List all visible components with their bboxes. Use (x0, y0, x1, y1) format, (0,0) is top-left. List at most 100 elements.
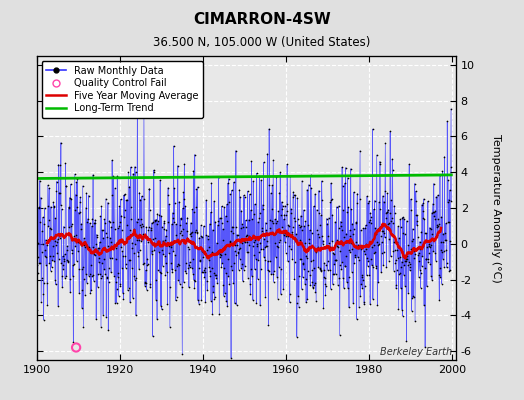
Point (139, 261, 147, 268)
Point (308, 278, 316, 285)
Point (414, 274, 423, 280)
Point (408, 238, 416, 244)
Point (325, 239, 333, 246)
Point (199, 268, 207, 275)
Point (343, 174, 352, 181)
Point (236, 225, 245, 232)
Point (361, 283, 369, 289)
Point (283, 258, 292, 264)
Point (153, 210, 161, 217)
Point (329, 270, 337, 277)
Point (345, 304, 353, 311)
Point (259, 159, 268, 166)
Point (390, 210, 399, 216)
Point (50, 258, 58, 264)
Point (320, 260, 329, 266)
Point (141, 280, 149, 286)
Point (321, 275, 329, 281)
Point (431, 208, 440, 214)
Point (413, 212, 422, 218)
Point (86, 290, 94, 296)
Point (145, 186, 154, 193)
Point (105, 264, 113, 271)
Point (382, 264, 390, 270)
Point (232, 252, 241, 258)
Point (89, 172, 97, 178)
Point (384, 220, 392, 227)
Point (444, 196, 453, 203)
Point (420, 302, 428, 308)
Point (367, 220, 375, 226)
Point (422, 255, 430, 262)
Point (390, 239, 398, 246)
Point (324, 233, 332, 240)
Point (235, 246, 243, 252)
Point (244, 249, 253, 256)
Point (256, 240, 265, 246)
Point (384, 224, 392, 231)
Point (228, 266, 236, 273)
Point (396, 216, 405, 222)
Point (221, 251, 230, 257)
Point (201, 268, 209, 275)
Point (434, 192, 442, 198)
Point (274, 208, 282, 214)
Point (330, 251, 339, 257)
Point (123, 222, 131, 228)
Point (258, 228, 266, 234)
Point (66, 289, 74, 296)
Point (402, 218, 411, 224)
Point (399, 230, 408, 236)
Point (204, 252, 212, 259)
Point (111, 185, 119, 191)
Point (328, 212, 336, 218)
Point (257, 177, 265, 184)
Point (48, 235, 56, 242)
Point (433, 223, 442, 230)
Point (91, 216, 100, 223)
Point (397, 259, 406, 265)
Point (128, 245, 136, 251)
Point (84, 216, 92, 222)
Point (176, 280, 184, 287)
Point (243, 232, 251, 238)
Point (86, 220, 94, 226)
Point (291, 218, 299, 225)
Point (200, 267, 208, 274)
Point (136, 247, 144, 254)
Point (226, 191, 234, 197)
Point (273, 274, 281, 280)
Point (372, 230, 380, 237)
Point (210, 296, 219, 302)
Point (254, 219, 262, 225)
Point (87, 262, 95, 268)
Point (104, 279, 113, 286)
Point (170, 219, 178, 226)
Point (40, 221, 49, 227)
Point (253, 240, 261, 247)
Point (163, 242, 171, 248)
Point (341, 263, 350, 269)
Point (363, 255, 372, 261)
Point (34, 270, 42, 276)
Point (112, 300, 121, 306)
Point (191, 152, 199, 158)
Point (36, 260, 45, 266)
Point (277, 266, 286, 272)
Point (389, 268, 398, 274)
Point (78, 305, 86, 311)
Point (303, 186, 311, 193)
Point (152, 221, 161, 228)
Point (231, 300, 239, 307)
Point (397, 264, 406, 270)
Point (340, 234, 348, 240)
Point (115, 219, 124, 225)
Point (73, 176, 82, 182)
Point (184, 246, 193, 252)
Point (235, 256, 244, 262)
Point (445, 218, 453, 225)
Point (297, 212, 305, 219)
Point (164, 184, 172, 191)
Point (262, 243, 270, 249)
Point (297, 256, 305, 262)
